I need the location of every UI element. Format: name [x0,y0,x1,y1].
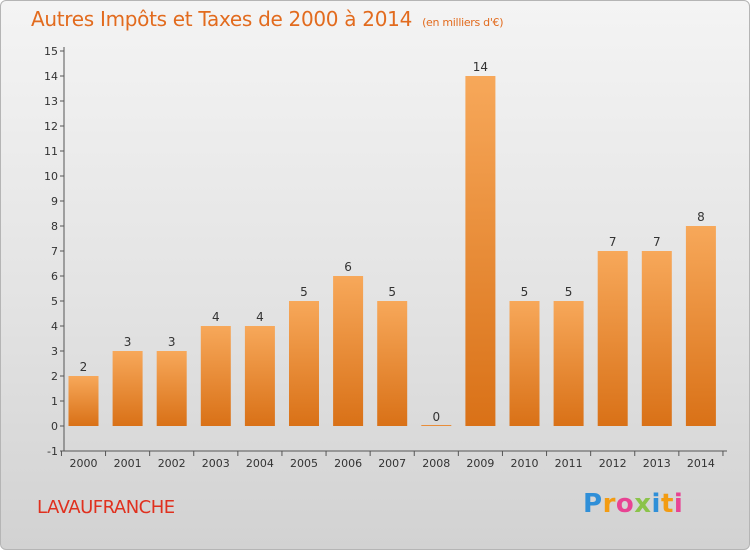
x-tick-label: 2012 [599,457,627,470]
bar-value-label: 4 [212,310,220,324]
y-tick-label: 10 [44,170,58,183]
bar [641,251,672,426]
x-tick-label: 2011 [555,457,583,470]
bar [421,425,452,426]
logo-letter: t [660,489,674,519]
bar [112,351,143,426]
bar-value-label: 14 [473,60,488,74]
x-tick-label: 2003 [202,457,230,470]
bar-value-label: 7 [609,235,617,249]
bar [244,326,275,426]
chart-title-text: Autres Impôts et Taxes de 2000 à 2014 [31,7,412,31]
proxiti-logo: Proxiti [583,489,683,519]
logo-letter: P [583,489,603,519]
y-tick-label: 12 [44,120,58,133]
bar-value-label: 5 [300,285,308,299]
bar-value-label: 3 [124,335,132,349]
y-tick-label: 15 [44,45,58,58]
logo-letter: i [673,489,684,519]
x-tick-label: 2002 [158,457,186,470]
bar-value-label: 5 [388,285,396,299]
chart-subtitle: (en milliers d'€) [422,16,504,29]
y-tick-label: 6 [51,270,58,283]
y-tick-label: 7 [51,245,58,258]
x-tick-label: 2009 [466,457,494,470]
bar [377,301,408,426]
logo-letter: r [602,489,616,519]
y-tick-label: 4 [51,320,58,333]
x-tick-label: 2008 [422,457,450,470]
y-tick-label: 2 [51,370,58,383]
y-tick-label: 14 [44,70,58,83]
bar [289,301,319,426]
y-tick-label: -1 [47,445,58,458]
bar [200,326,231,426]
bar-value-label: 4 [256,310,264,324]
bar-value-label: 0 [432,410,440,424]
bar-value-label: 2 [80,360,88,374]
commune-name: LAVAUFRANCHE [37,497,175,518]
y-tick-label: 3 [51,345,58,358]
bar [156,351,187,426]
x-tick-label: 2001 [114,457,142,470]
x-tick-label: 2005 [290,457,318,470]
bar [509,301,540,426]
y-tick-label: 0 [51,420,58,433]
bar-value-label: 6 [344,260,352,274]
bar [597,251,628,426]
bar [553,301,584,426]
bar [333,276,364,426]
x-tick-label: 2013 [643,457,671,470]
logo-letter: o [615,489,635,519]
x-tick-label: 2000 [70,457,98,470]
bar [685,226,716,426]
bar [465,76,496,426]
x-tick-label: 2010 [511,457,539,470]
x-tick-label: 2004 [246,457,274,470]
chart-title: Autres Impôts et Taxes de 2000 à 2014 (e… [31,7,504,31]
bar [68,376,99,426]
bar-value-label: 5 [521,285,529,299]
x-tick-label: 2007 [378,457,406,470]
bar-value-label: 5 [565,285,573,299]
x-tick-label: 2014 [687,457,715,470]
y-tick-label: 13 [44,95,58,108]
bar-value-label: 7 [653,235,661,249]
y-tick-label: 1 [51,395,58,408]
x-tick-label: 2006 [334,457,362,470]
y-tick-label: 11 [44,145,58,158]
logo-letter: i [651,489,661,519]
y-tick-label: 8 [51,220,58,233]
logo-letter: x [634,489,652,519]
bar-value-label: 3 [168,335,176,349]
y-tick-label: 5 [51,295,58,308]
bar-value-label: 8 [697,210,705,224]
y-tick-label: 9 [51,195,58,208]
